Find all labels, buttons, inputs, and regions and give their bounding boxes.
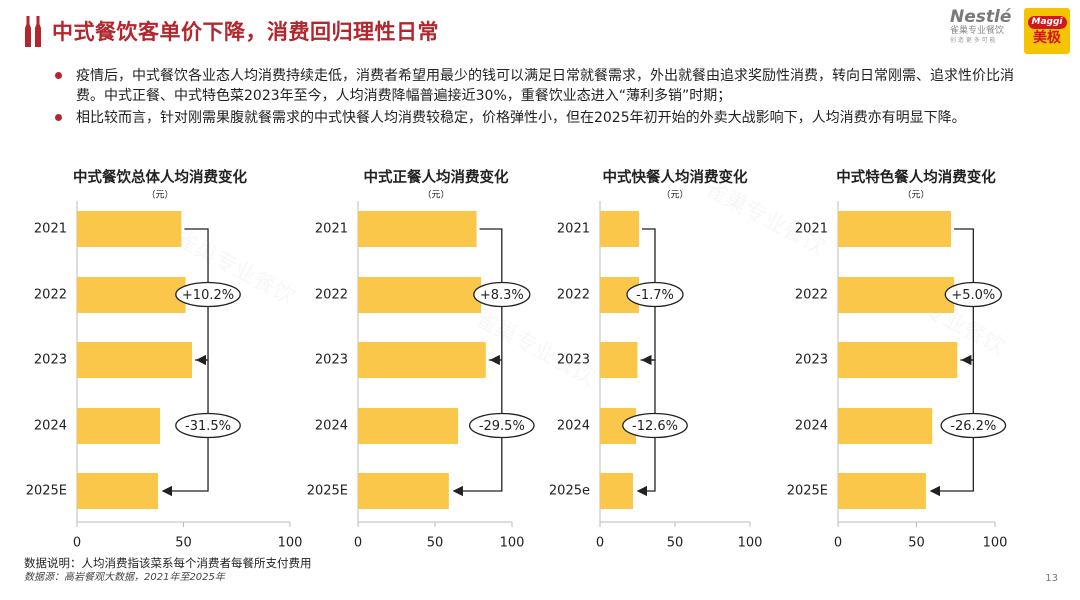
- change-label: -12.6%: [632, 419, 678, 434]
- data-explanation: 数据说明：人均消费指该菜系每个消费者每餐所支付费用: [24, 556, 312, 570]
- maggi-badge: Maggi: [1027, 15, 1067, 29]
- nestle-logo: Nestlé 雀巢专业餐饮 创 造 更 多 可 能: [950, 8, 1018, 45]
- change-label: -1.7%: [636, 288, 674, 303]
- bar: [358, 473, 449, 509]
- bar: [838, 277, 955, 313]
- change-badge: [175, 412, 241, 439]
- bar: [358, 408, 459, 444]
- page-number: 13: [1045, 573, 1058, 584]
- nestle-name: Nestlé: [950, 7, 1012, 27]
- maggi-logo: Maggi 美极: [1024, 8, 1070, 54]
- bar: [600, 473, 633, 509]
- footnotes: 数据说明：人均消费指该菜系每个消费者每餐所支付费用 数据源：高岩餐观大数据，20…: [24, 556, 312, 584]
- bar: [838, 473, 926, 509]
- nestle-subtitle: 雀巢专业餐饮: [950, 26, 1005, 36]
- category-label: 2022: [34, 288, 67, 303]
- category-label: 2021: [34, 222, 67, 237]
- x-tick-label: 100: [500, 536, 525, 551]
- change-label: -31.5%: [185, 419, 231, 434]
- category-label: 2023: [795, 353, 828, 368]
- category-label: 2025e: [549, 484, 590, 499]
- bar: [77, 342, 193, 378]
- category-label: 2023: [34, 353, 67, 368]
- bullet-text: 疫情后，中式餐饮各业态人均消费持续走低，消费者希望用最少的钱可以满足日常就餐需求…: [76, 68, 1014, 104]
- bullet-dot-icon: [55, 72, 62, 79]
- data-source: 数据源：高岩餐观大数据，2021年至2025年: [24, 572, 225, 583]
- bar: [358, 277, 482, 313]
- change-label: -29.5%: [479, 419, 525, 434]
- x-tick-label: 50: [427, 536, 444, 551]
- bar: [838, 408, 933, 444]
- bar: [838, 342, 958, 378]
- x-tick-label: 50: [908, 536, 925, 551]
- category-label: 2024: [34, 419, 67, 434]
- change-badge: [626, 281, 684, 308]
- x-tick-label: 100: [983, 536, 1008, 551]
- bar: [77, 408, 161, 444]
- category-label: 2024: [315, 419, 348, 434]
- bar: [600, 342, 638, 378]
- chart-title: 中式快餐人均消费变化: [603, 168, 748, 186]
- bullet-item: 相比较而言，针对刚需果腹就餐需求的中式快餐人均消费较稳定，价格弹性小，但在202…: [52, 108, 1027, 128]
- maggi-chinese-name: 美极: [1033, 29, 1061, 46]
- category-label: 2025E: [787, 484, 828, 499]
- category-label: 2022: [557, 288, 590, 303]
- category-label: 2023: [557, 353, 590, 368]
- category-label: 2025E: [26, 484, 67, 499]
- x-tick-label: 0: [596, 536, 604, 551]
- page-header: 中式餐饮客单价下降，消费回归理性日常: [22, 14, 439, 48]
- category-label: 2024: [557, 419, 590, 434]
- chart-title: 中式正餐人均消费变化: [364, 168, 509, 186]
- chart-unit: （元）: [422, 190, 449, 201]
- change-badge: [944, 281, 1002, 308]
- bar: [358, 211, 477, 247]
- change-label: -26.2%: [950, 419, 996, 434]
- bar: [77, 473, 158, 509]
- x-tick-label: 0: [354, 536, 362, 551]
- category-label: 2022: [795, 288, 828, 303]
- x-tick-label: 100: [278, 536, 303, 551]
- change-badge: [175, 281, 241, 308]
- nestle-tagline: 创 造 更 多 可 能: [950, 37, 996, 44]
- bar: [600, 211, 639, 247]
- chart-title: 中式餐饮总体人均消费变化: [73, 168, 247, 186]
- x-tick-label: 0: [73, 536, 81, 551]
- x-tick-label: 50: [175, 536, 192, 551]
- category-label: 2022: [315, 288, 348, 303]
- bar: [358, 342, 486, 378]
- category-label: 2021: [795, 222, 828, 237]
- bullet-item: 疫情后，中式餐饮各业态人均消费持续走低，消费者希望用最少的钱可以满足日常就餐需求…: [52, 66, 1027, 106]
- bullet-list: 疫情后，中式餐饮各业态人均消费持续走低，消费者希望用最少的钱可以满足日常就餐需求…: [52, 66, 1027, 130]
- chart-title: 中式特色餐人均消费变化: [836, 168, 996, 186]
- category-label: 2023: [315, 353, 348, 368]
- bullet-text: 相比较而言，针对刚需果腹就餐需求的中式快餐人均消费较稳定，价格弹性小，但在202…: [76, 110, 966, 126]
- x-tick-label: 0: [834, 536, 842, 551]
- change-badge: [473, 281, 531, 308]
- category-label: 2025E: [307, 484, 348, 499]
- bar: [838, 211, 952, 247]
- change-label: +5.0%: [951, 288, 995, 303]
- brand-logos: Nestlé 雀巢专业餐饮 创 造 更 多 可 能 Maggi 美极: [950, 8, 1070, 54]
- change-badge: [468, 412, 535, 439]
- x-tick-label: 100: [738, 536, 763, 551]
- change-badge: [622, 412, 688, 439]
- chart-unit: （元）: [902, 190, 929, 201]
- category-label: 2024: [795, 419, 828, 434]
- bar: [77, 211, 182, 247]
- change-label: +10.2%: [182, 288, 234, 303]
- change-badge: [940, 412, 1007, 439]
- page-title: 中式餐饮客单价下降，消费回归理性日常: [52, 20, 439, 44]
- change-label: +8.3%: [480, 288, 524, 303]
- chart-unit: （元）: [146, 190, 173, 201]
- wine-bottles-icon: [25, 16, 41, 47]
- category-label: 2021: [315, 222, 348, 237]
- x-tick-label: 50: [667, 536, 684, 551]
- bullet-dot-icon: [55, 114, 62, 121]
- category-label: 2021: [557, 222, 590, 237]
- bar: [77, 277, 186, 313]
- chart-unit: （元）: [661, 190, 688, 201]
